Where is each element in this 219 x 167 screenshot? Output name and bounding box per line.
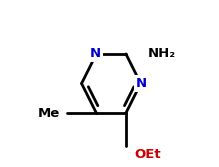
Text: N: N xyxy=(136,77,147,90)
Text: OEt: OEt xyxy=(134,148,161,161)
Text: N: N xyxy=(90,47,101,60)
Text: NH₂: NH₂ xyxy=(147,47,175,60)
Text: Me: Me xyxy=(38,107,60,120)
